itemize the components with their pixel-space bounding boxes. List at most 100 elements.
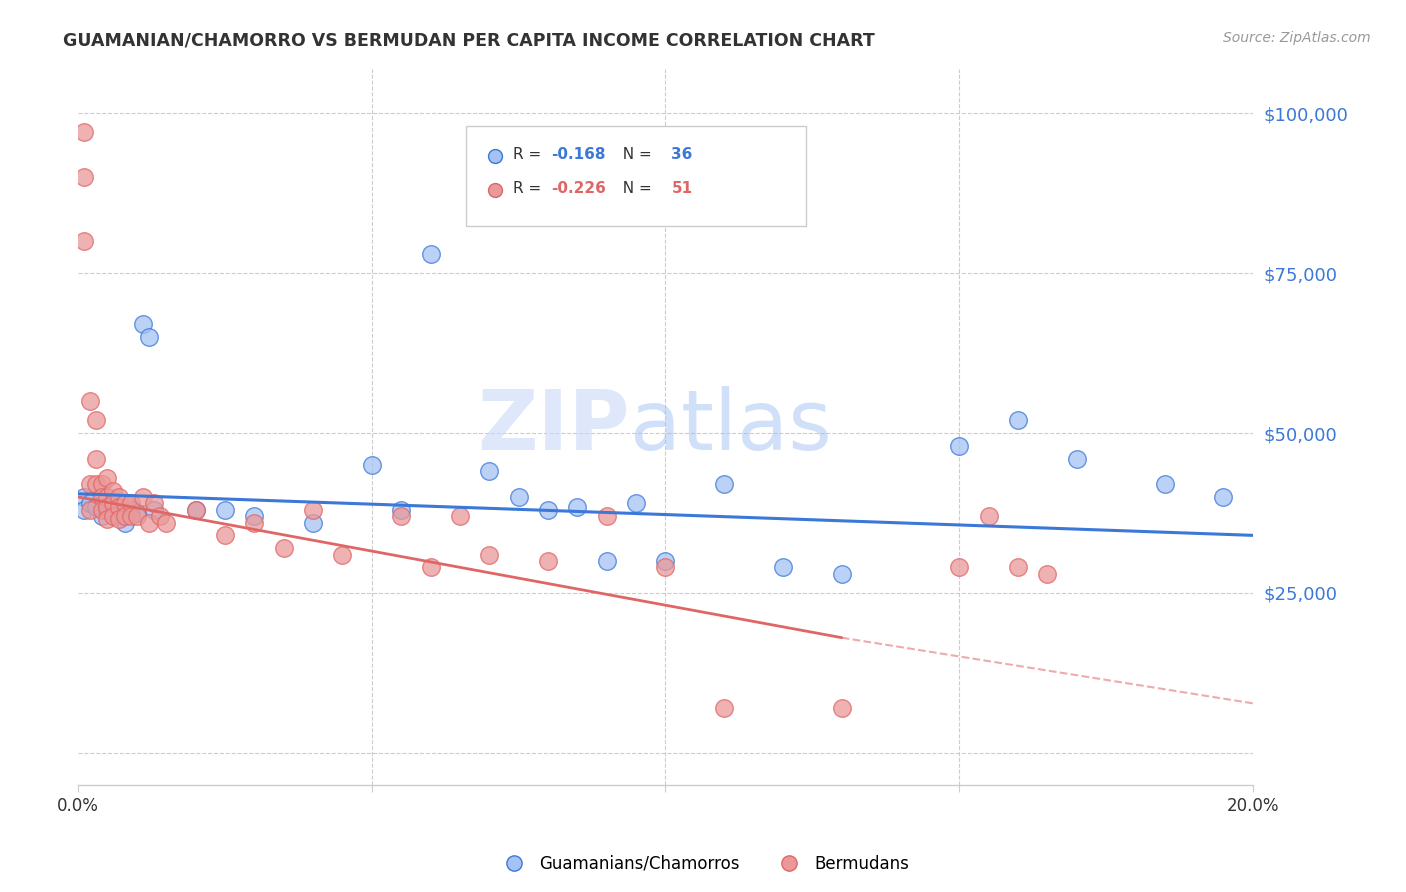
Text: -0.168: -0.168: [551, 147, 606, 162]
Text: GUAMANIAN/CHAMORRO VS BERMUDAN PER CAPITA INCOME CORRELATION CHART: GUAMANIAN/CHAMORRO VS BERMUDAN PER CAPIT…: [63, 31, 875, 49]
Point: [103, 500, 125, 514]
FancyBboxPatch shape: [465, 126, 807, 226]
Text: -0.226: -0.226: [551, 181, 606, 196]
Point: [596, 509, 619, 524]
Point: [143, 502, 166, 516]
Text: atlas: atlas: [630, 386, 832, 467]
Text: ZIP: ZIP: [478, 386, 630, 467]
Point: [654, 554, 676, 568]
Point: [214, 502, 236, 516]
Point: [73, 502, 96, 516]
Point: [948, 560, 970, 574]
Point: [90, 477, 112, 491]
Point: [108, 500, 131, 514]
Point: [831, 566, 853, 581]
Text: R =: R =: [513, 181, 546, 196]
Point: [184, 502, 207, 516]
Point: [1007, 413, 1029, 427]
Point: [96, 512, 118, 526]
Point: [79, 394, 101, 409]
Text: R =: R =: [513, 147, 546, 162]
Point: [184, 502, 207, 516]
Point: [155, 516, 177, 530]
Point: [96, 471, 118, 485]
Point: [977, 509, 1000, 524]
Point: [84, 477, 107, 491]
Point: [537, 502, 560, 516]
Point: [79, 502, 101, 516]
Point: [108, 490, 131, 504]
Point: [103, 483, 125, 498]
Point: [90, 502, 112, 516]
Point: [419, 247, 441, 261]
Point: [73, 126, 96, 140]
Point: [654, 560, 676, 574]
Point: [138, 516, 160, 530]
Point: [214, 528, 236, 542]
Point: [389, 509, 412, 524]
Text: N =: N =: [613, 147, 657, 162]
Point: [713, 477, 735, 491]
Point: [243, 509, 266, 524]
Point: [90, 490, 112, 504]
Point: [120, 496, 142, 510]
Text: 51: 51: [671, 181, 693, 196]
Point: [1066, 451, 1088, 466]
Point: [1007, 560, 1029, 574]
Point: [624, 496, 647, 510]
Point: [596, 554, 619, 568]
Point: [103, 509, 125, 524]
Point: [114, 496, 136, 510]
Point: [138, 330, 160, 344]
Point: [508, 490, 530, 504]
Point: [449, 509, 471, 524]
Text: Source: ZipAtlas.com: Source: ZipAtlas.com: [1223, 31, 1371, 45]
Point: [243, 516, 266, 530]
Point: [831, 701, 853, 715]
Point: [120, 502, 142, 516]
Point: [108, 512, 131, 526]
Point: [273, 541, 295, 556]
Point: [713, 701, 735, 715]
Text: 36: 36: [671, 147, 693, 162]
Point: [84, 451, 107, 466]
Point: [360, 458, 382, 472]
Point: [79, 496, 101, 510]
Text: N =: N =: [613, 181, 657, 196]
Point: [79, 477, 101, 491]
Point: [1153, 477, 1175, 491]
Point: [478, 464, 501, 478]
Point: [108, 509, 131, 524]
Point: [948, 439, 970, 453]
Point: [772, 560, 794, 574]
Point: [84, 413, 107, 427]
Point: [125, 509, 148, 524]
Point: [332, 548, 354, 562]
Point: [143, 496, 166, 510]
Point: [132, 318, 155, 332]
Point: [302, 502, 325, 516]
Point: [419, 560, 441, 574]
Point: [1036, 566, 1059, 581]
Point: [96, 500, 118, 514]
Point: [567, 500, 589, 514]
Point: [73, 234, 96, 248]
Point: [149, 509, 172, 524]
Point: [389, 502, 412, 516]
Point: [96, 490, 118, 504]
Point: [302, 516, 325, 530]
Point: [132, 490, 155, 504]
Point: [114, 509, 136, 524]
Legend: Guamanians/Chamorros, Bermudans: Guamanians/Chamorros, Bermudans: [491, 848, 915, 880]
Point: [73, 170, 96, 185]
Point: [73, 490, 96, 504]
Point: [84, 500, 107, 514]
Point: [1212, 490, 1234, 504]
Point: [103, 496, 125, 510]
Point: [478, 548, 501, 562]
Point: [114, 516, 136, 530]
Point: [120, 509, 142, 524]
Point: [125, 506, 148, 520]
Point: [90, 509, 112, 524]
Point: [537, 554, 560, 568]
